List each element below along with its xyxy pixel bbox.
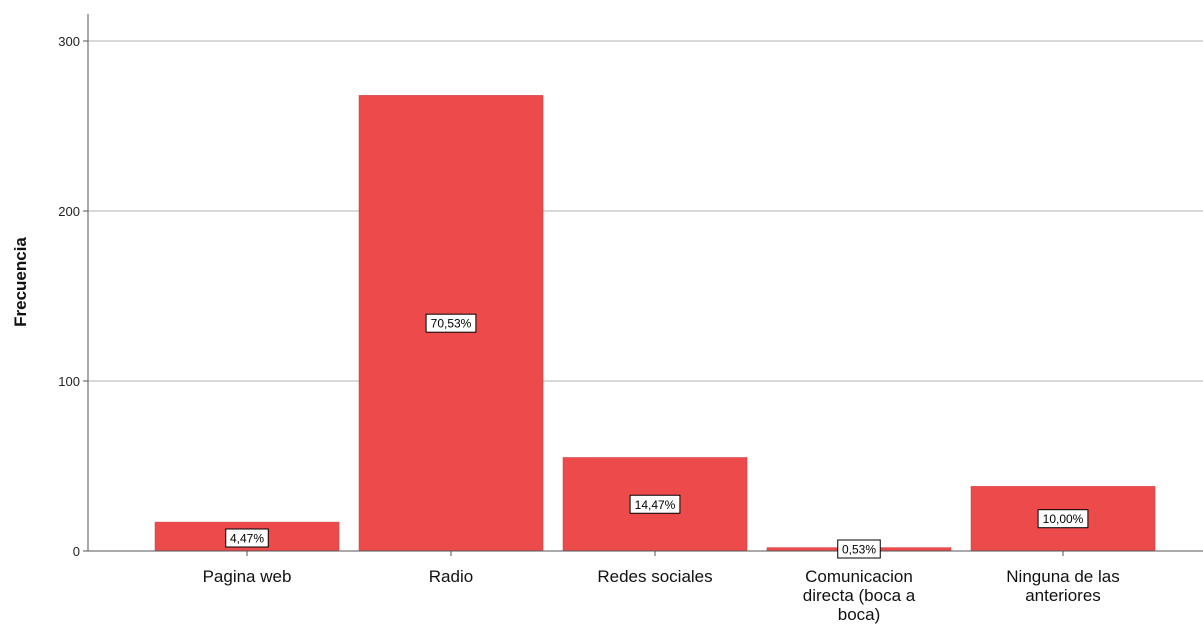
data-label: 10,00%	[1037, 509, 1089, 529]
data-label-box	[1037, 509, 1089, 529]
x-tick-label-line: Ninguna de las	[1006, 567, 1119, 586]
data-label-text: 0,53%	[842, 543, 876, 557]
x-tick-label: Redes sociales	[597, 567, 712, 586]
data-label-text: 4,47%	[230, 532, 264, 546]
x-tick-label-line: boca)	[838, 605, 881, 624]
x-tick-label: Pagina web	[203, 567, 292, 586]
data-label: 0,53%	[837, 539, 881, 559]
data-label-box	[629, 494, 681, 514]
y-tick-label: 200	[58, 204, 80, 219]
x-tick-label-line: Pagina web	[203, 567, 292, 586]
x-tick-label-line: anteriores	[1025, 586, 1101, 605]
data-labels: 4,47% 70,53% 14,47% 0,53% 10,00%	[225, 313, 1089, 559]
data-label-box	[225, 528, 269, 548]
data-label-box	[837, 539, 881, 559]
y-tick-label: 0	[73, 544, 80, 559]
data-label-box	[425, 313, 477, 333]
x-tick-label-line: directa (boca a	[803, 586, 916, 605]
bars	[154, 95, 1156, 552]
y-ticks: 0 100 200 300	[58, 34, 88, 559]
x-tick-label-line: Redes sociales	[597, 567, 712, 586]
data-label: 14,47%	[629, 494, 681, 514]
data-label-text: 10,00%	[1043, 512, 1084, 526]
gridlines	[88, 40, 1203, 382]
data-label: 4,47%	[225, 528, 269, 548]
y-tick-label: 100	[58, 374, 80, 389]
data-label: 70,53%	[425, 313, 477, 333]
x-tick-label: Ninguna de las anteriores	[1006, 567, 1119, 605]
x-tick-label-line: Comunicacion	[805, 567, 913, 586]
axes	[87, 14, 1203, 552]
x-tick-label: Radio	[429, 567, 473, 586]
data-label-text: 14,47%	[635, 498, 676, 512]
x-tick-label: Comunicacion directa (boca a boca)	[803, 567, 916, 624]
x-ticks: Pagina web Radio Redes sociales Comunicacio…	[203, 551, 1120, 624]
x-tick-label-line: Radio	[429, 567, 473, 586]
y-axis-label: Frecuencia	[11, 237, 30, 327]
y-tick-label: 300	[58, 34, 80, 49]
data-label-text: 70,53%	[431, 317, 472, 331]
